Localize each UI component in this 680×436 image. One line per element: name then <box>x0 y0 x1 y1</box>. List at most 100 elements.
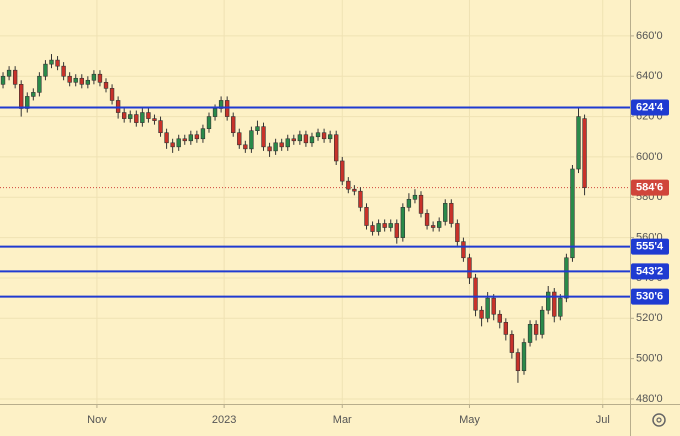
candle-body <box>194 134 200 140</box>
candle-body <box>467 257 472 279</box>
candle-body <box>237 132 242 146</box>
candle-body <box>188 134 193 142</box>
x-tick-label: Mar <box>333 414 352 426</box>
y-tick-label: 600'0 <box>636 151 663 163</box>
candle-body <box>152 118 157 121</box>
x-tick-label: Jul <box>596 414 610 426</box>
candle-body <box>443 203 448 222</box>
candle-body <box>564 257 569 299</box>
candle-body <box>558 297 563 317</box>
candle-body <box>91 73 97 81</box>
candle-body <box>576 116 581 170</box>
candle-body <box>539 309 545 335</box>
candle-body <box>146 112 151 119</box>
x-tick-label: Nov <box>87 414 107 426</box>
grid <box>0 0 630 404</box>
level-label-box <box>631 99 669 116</box>
candle-body <box>327 134 333 140</box>
candle-body <box>12 69 18 85</box>
candle-body <box>267 146 272 152</box>
level-label: 555'4 <box>636 241 664 253</box>
y-tick-label: 500'0 <box>636 353 663 365</box>
candle-body <box>382 223 387 228</box>
candle-body <box>291 138 296 142</box>
candle-body <box>491 297 496 315</box>
candle-body <box>485 297 490 319</box>
candle-body <box>418 194 424 214</box>
candle-body <box>321 132 327 140</box>
candle-body <box>97 73 103 83</box>
candle-body <box>340 160 345 182</box>
candle-body <box>546 291 551 311</box>
candle-body <box>309 136 315 144</box>
settings-icon[interactable] <box>652 413 666 427</box>
candle-body <box>115 100 121 113</box>
candle-body <box>134 114 139 123</box>
y-tick-label: 660'0 <box>636 30 663 42</box>
candle-body <box>497 313 502 323</box>
candle-body <box>158 120 163 134</box>
candle-body <box>79 77 84 85</box>
candle-body <box>388 223 393 228</box>
candle-body <box>261 126 266 148</box>
candle-body <box>25 96 30 109</box>
candle-body <box>400 207 406 238</box>
candle-body <box>6 69 12 77</box>
candle-body <box>212 108 218 117</box>
candle-body <box>164 132 169 144</box>
candle-body <box>218 100 224 109</box>
candle-body <box>473 277 478 311</box>
candle-body <box>352 188 357 192</box>
candle-body <box>206 116 212 129</box>
candle-body <box>37 75 42 93</box>
level-label: 543'2 <box>636 265 663 277</box>
x-tick-label: May <box>459 414 480 426</box>
candle-body <box>31 92 36 97</box>
candle-body <box>285 138 290 148</box>
candle-body <box>552 291 557 317</box>
candle-body <box>103 81 109 89</box>
level-label: 624'4 <box>636 101 664 113</box>
candle-body <box>176 138 181 148</box>
candle-body <box>249 130 254 150</box>
level-label-box <box>631 263 669 280</box>
settings-gear <box>652 413 666 427</box>
candle-body <box>109 88 115 101</box>
candle-body <box>461 241 466 259</box>
y-tick-label: 640'0 <box>636 70 663 82</box>
level-label-box <box>631 238 669 255</box>
y-tick-label: 480'0 <box>636 393 663 405</box>
candle-body <box>67 75 72 83</box>
candle-body <box>43 63 48 77</box>
candle-body <box>509 334 515 353</box>
candle-body <box>503 322 508 335</box>
candle-body <box>55 59 60 67</box>
candle-body <box>279 142 284 148</box>
candle-body <box>406 198 412 208</box>
candle-body <box>49 59 54 65</box>
candle-body <box>61 65 66 77</box>
candle-body <box>334 134 339 162</box>
candle-body <box>394 223 399 238</box>
candle-body <box>437 221 442 228</box>
candle-body <box>376 223 381 232</box>
x-tick-label: 2023 <box>212 414 236 426</box>
candle-body <box>412 194 418 200</box>
candle-body <box>200 128 206 140</box>
candle-body <box>273 142 278 152</box>
candle-body <box>364 207 369 226</box>
candle-body <box>449 203 454 224</box>
last-price-box <box>631 179 669 196</box>
candle-body <box>243 144 248 150</box>
level-label-box <box>631 288 669 305</box>
candle-body <box>303 134 309 144</box>
candle-body <box>85 79 91 85</box>
candle-body <box>224 100 230 117</box>
candle-body <box>570 168 575 259</box>
candle-body <box>515 352 521 372</box>
candle-body <box>73 77 78 83</box>
candle-body <box>430 225 436 228</box>
candle-body <box>182 138 187 142</box>
